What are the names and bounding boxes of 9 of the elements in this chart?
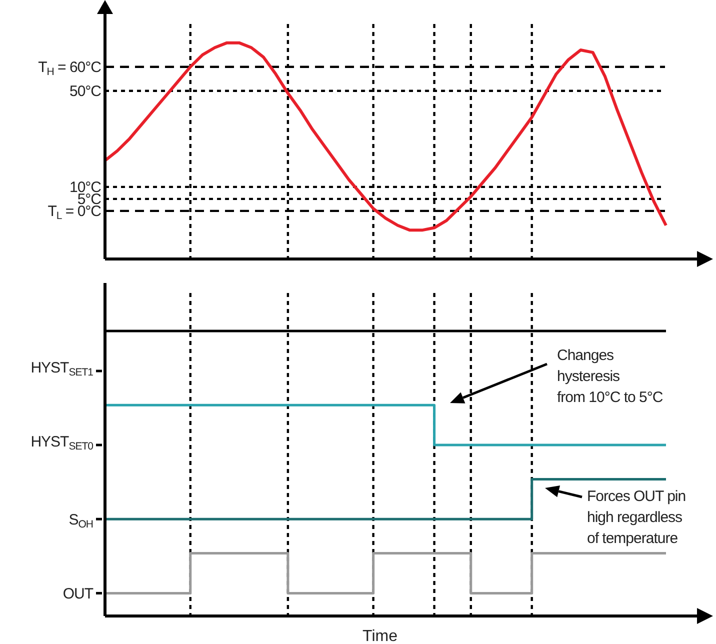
series-label: S$_{OH}$ [68, 511, 93, 531]
annotation: Changes hysteresis from 10°C to 5°C [557, 347, 664, 406]
x-axis-title: Time [362, 628, 398, 644]
series-label: OUT [62, 585, 94, 602]
y-tick-label: 50°C [69, 83, 102, 100]
text: HYST$_{SET1}$ [30, 360, 94, 379]
text: HYST$_{SET0}$ [30, 434, 94, 453]
y-tick-label: T$_{H}$ = 60°C [38, 59, 102, 78]
annotation: Forces OUT pin high regardless of temperature [587, 488, 686, 547]
